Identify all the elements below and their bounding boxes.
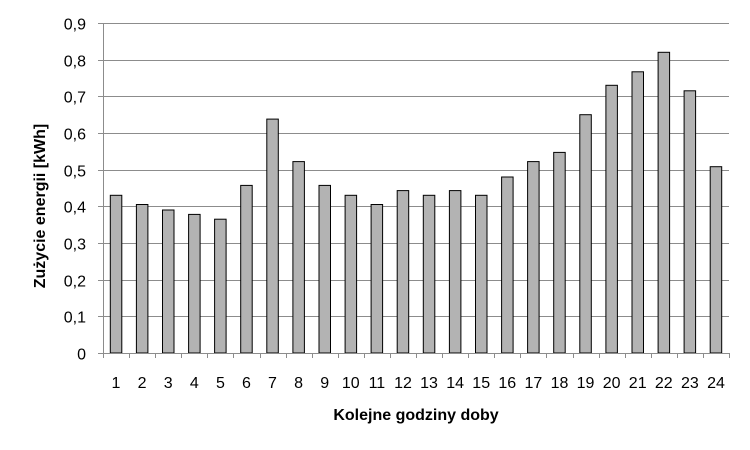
y-tick-label: 0,6 <box>64 127 86 144</box>
y-tick-labels: 0 0,1 0,2 0,3 0,4 0,5 0,6 0,7 0,8 0,9 <box>64 17 86 364</box>
bar-hour-11 <box>370 204 384 354</box>
x-tick-label: 19 <box>577 375 595 392</box>
bar-hour-15 <box>475 194 488 354</box>
bar-hour-9 <box>318 184 331 354</box>
x-tick-label: 13 <box>420 375 438 392</box>
bars <box>109 51 723 354</box>
x-tick-label: 23 <box>681 375 699 392</box>
x-axis-title: Kolejne godziny doby <box>333 407 498 424</box>
bar-hour-12 <box>396 190 410 354</box>
x-tick-label: 11 <box>369 375 386 392</box>
x-tick-label: 9 <box>320 375 329 392</box>
x-tick-label: 20 <box>603 375 621 392</box>
x-tick-label: 15 <box>472 375 490 392</box>
x-tick-label: 3 <box>164 375 173 392</box>
bar-hour-8 <box>292 161 305 354</box>
bar-hour-20 <box>605 84 618 354</box>
x-tick-label: 21 <box>629 375 647 392</box>
gridlines <box>103 23 729 317</box>
bar-hour-6 <box>240 184 253 354</box>
y-tick-label: 0 <box>77 347 86 364</box>
y-tick-label: 0,1 <box>64 310 86 327</box>
x-tick-labels: 1 2 3 4 5 6 7 8 9 10 11 12 13 14 15 16 17 18 19 20 21 22 23 24 <box>112 375 725 392</box>
y-tick-label: 0,5 <box>64 164 86 181</box>
x-tick-label: 8 <box>294 375 303 392</box>
x-tick-label: 10 <box>342 375 360 392</box>
y-axis-title: Zużycie energii [kWh] <box>32 124 49 288</box>
bar-hour-22 <box>657 51 671 354</box>
bar-hour-3 <box>162 209 175 354</box>
bar-hour-10 <box>344 194 358 354</box>
x-tick-label: 1 <box>112 375 121 392</box>
x-tick-label: 14 <box>446 375 464 392</box>
y-tick-label: 0,4 <box>64 200 86 217</box>
bar-hour-7 <box>266 118 279 354</box>
bar-hour-18 <box>553 151 566 354</box>
y-tick-label: 0,2 <box>64 274 86 291</box>
bar-hour-13 <box>422 194 436 354</box>
x-tick-label: 22 <box>655 375 673 392</box>
y-tick-label: 0,3 <box>64 237 86 254</box>
x-tick-label: 7 <box>268 375 277 392</box>
y-tick-label: 0,8 <box>64 54 86 71</box>
bar-hour-14 <box>448 190 462 354</box>
y-tick-label: 0,7 <box>64 90 86 107</box>
x-tick-label: 5 <box>216 375 225 392</box>
bar-hour-21 <box>631 71 644 354</box>
bar-hour-19 <box>579 114 592 354</box>
bar-hour-5 <box>214 218 227 354</box>
bar-hour-16 <box>501 176 514 354</box>
bar-hour-23 <box>683 90 697 354</box>
x-tick-label: 4 <box>190 375 199 392</box>
x-tick-label: 18 <box>551 375 569 392</box>
bar-hour-4 <box>188 213 201 354</box>
x-tick-label: 24 <box>707 375 725 392</box>
x-tick-label: 16 <box>498 375 516 392</box>
x-tick-label: 6 <box>242 375 251 392</box>
bar-hour-17 <box>527 161 540 354</box>
bar-hour-24 <box>709 166 723 354</box>
x-tick-label: 2 <box>138 375 147 392</box>
x-tick-label: 12 <box>394 375 412 392</box>
bar-hour-2 <box>135 204 149 354</box>
bar-hour-1 <box>109 194 123 354</box>
y-tick-label: 0,9 <box>64 17 86 34</box>
axes <box>98 23 730 358</box>
x-tick-label: 17 <box>525 375 543 392</box>
